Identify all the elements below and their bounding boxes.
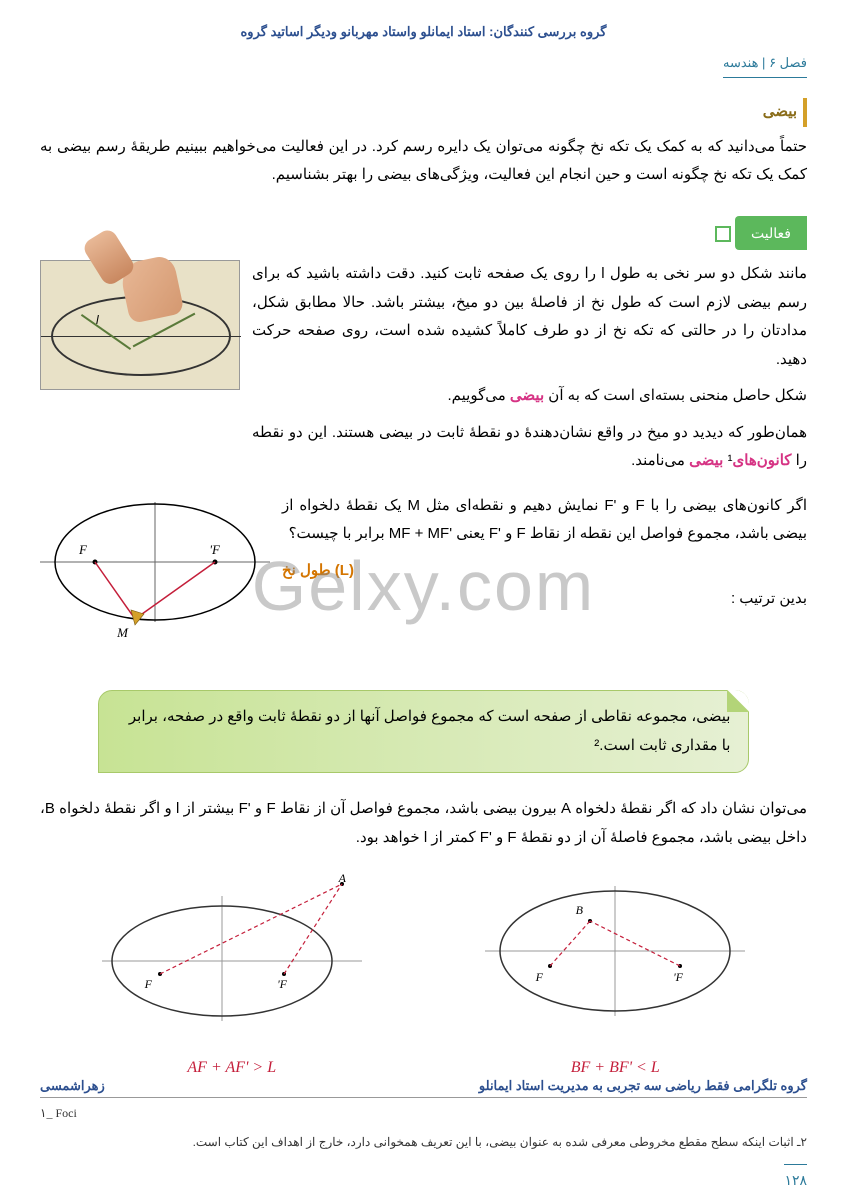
inside-ellipse-svg: F F' B [465, 866, 765, 1036]
p3-d: بیضی [689, 452, 723, 469]
outside-diagram-block: F F' A AF + AF' > L [82, 866, 382, 1083]
activity-p2: شکل حاصل منحنی بسته‌ای است که به آن بیضی… [252, 382, 807, 411]
chapter-label: فصل ۶ | هندسه [723, 51, 807, 79]
activity-row-1: مانند شکل دو سر نخی به طول l را روی یک ص… [40, 260, 807, 484]
intro-paragraph: حتماً می‌دانید که به کمک یک تکه نخ چگونه… [40, 133, 807, 190]
footnote-2: ۲ـ اثبات اینکه سطح مقطع مخروطی معرفی شده… [40, 1131, 807, 1154]
conclusion-lead: بدین ترتیب : [282, 585, 807, 614]
activity-square-icon [715, 226, 731, 242]
svg-text:M: M [116, 625, 129, 640]
svg-text:F': F' [209, 542, 221, 557]
activity-p1: مانند شکل دو سر نخی به طول l را روی یک ص… [252, 260, 807, 374]
svg-text:F: F [143, 977, 152, 991]
answer-length: طول نخ (L) [282, 557, 807, 586]
outside-ellipse-svg: F F' A [82, 866, 382, 1036]
inside-diagram-block: F F' B BF + BF' < L [465, 866, 765, 1083]
p3-b-foci-word: کانون‌های [733, 452, 792, 469]
p3-c: ¹ [723, 452, 732, 469]
activity-label: فعالیت [735, 216, 807, 251]
p2-a: شکل حاصل منحنی بسته‌ای است که به آن [544, 387, 807, 404]
svg-text:F': F' [277, 977, 288, 991]
activity-p3: همان‌طور که دیدید دو میخ در واقع نشان‌ده… [252, 419, 807, 476]
svg-text:F': F' [673, 970, 684, 984]
activity-p4: اگر کانون‌های بیضی را با F و 'F نمایش ده… [282, 492, 807, 549]
hand-drawing-illustration: l [40, 260, 240, 390]
ellipse-svg: F F' M [40, 492, 270, 662]
footnote-section: ۱_ Foci ۲ـ اثبات اینکه سطح مقطع مخروطی م… [40, 1097, 807, 1154]
svg-text:F: F [78, 542, 88, 557]
footer-bar: گروه تلگرامی فقط ریاضی سه تجربی به مدیری… [40, 1074, 807, 1099]
reviewers-header: گروه بررسی کنندگان: استاد ایمانلو واستاد… [40, 20, 807, 45]
two-diagrams-row: F F' B BF + BF' < L F F' A AF + AF' > L [40, 866, 807, 1083]
diagram-row-2: اگر کانون‌های بیضی را با F و 'F نمایش ده… [40, 492, 807, 673]
footer-right: گروه تلگرامی فقط ریاضی سه تجربی به مدیری… [479, 1074, 807, 1099]
p2-c: می‌گوییم. [447, 387, 509, 404]
footnote-1: ۱_ Foci [40, 1102, 807, 1125]
post-definition-paragraph: می‌توان نشان داد که اگر نقطهٔ دلخواه A ب… [40, 795, 807, 852]
ellipse-drawing-image: l [40, 260, 240, 390]
page-number: ۱۲۸ [784, 1164, 807, 1194]
activity-tag-wrapper: فعالیت [40, 198, 807, 261]
svg-text:F: F [535, 970, 544, 984]
ellipse-foci-diagram: F F' M [40, 492, 270, 673]
svg-text:A: A [337, 871, 346, 885]
p2-b-ellipse-word: بیضی [510, 387, 544, 404]
p3-e: می‌نامند. [631, 452, 689, 469]
svg-text:B: B [576, 903, 584, 917]
label-l: l [96, 309, 99, 332]
section-title: بیضی [40, 98, 807, 127]
activity-text-1: مانند شکل دو سر نخی به طول l را روی یک ص… [252, 260, 807, 484]
diagram-text: اگر کانون‌های بیضی را با F و 'F نمایش ده… [282, 492, 807, 622]
definition-box: بیضی، مجموعه نقاطی از صفحه است که مجموع … [98, 690, 750, 773]
definition-text: بیضی، مجموعه نقاطی از صفحه است که مجموع … [129, 708, 731, 754]
footer-left: زهراشمسی [40, 1074, 105, 1099]
